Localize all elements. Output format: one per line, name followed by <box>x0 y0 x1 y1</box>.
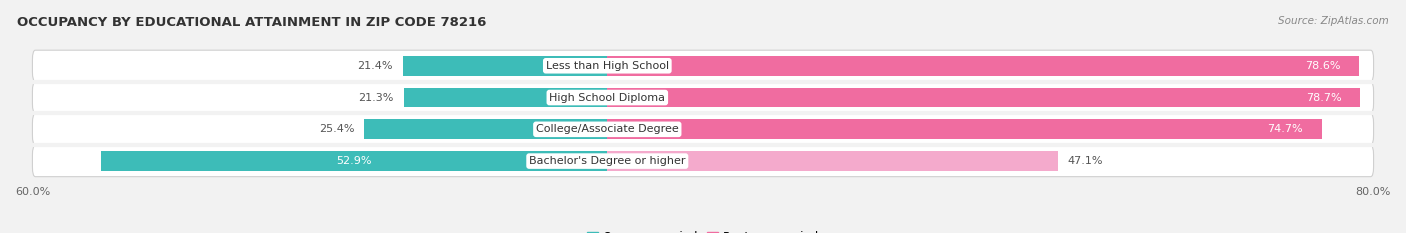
Bar <box>607 88 1361 107</box>
Bar <box>101 151 607 171</box>
Bar <box>402 56 607 76</box>
Text: College/Associate Degree: College/Associate Degree <box>536 124 679 134</box>
Bar <box>607 151 1057 171</box>
Text: OCCUPANCY BY EDUCATIONAL ATTAINMENT IN ZIP CODE 78216: OCCUPANCY BY EDUCATIONAL ATTAINMENT IN Z… <box>17 16 486 29</box>
Legend: Owner-occupied, Renter-occupied: Owner-occupied, Renter-occupied <box>582 226 824 233</box>
Bar <box>364 120 607 139</box>
FancyBboxPatch shape <box>32 50 1374 81</box>
Bar <box>404 88 607 107</box>
Text: 21.4%: 21.4% <box>357 61 392 71</box>
Text: Bachelor's Degree or higher: Bachelor's Degree or higher <box>529 156 686 166</box>
Text: 78.7%: 78.7% <box>1306 93 1341 103</box>
Text: 78.6%: 78.6% <box>1305 61 1340 71</box>
Bar <box>607 56 1360 76</box>
Text: Less than High School: Less than High School <box>546 61 669 71</box>
FancyBboxPatch shape <box>32 114 1374 145</box>
FancyBboxPatch shape <box>32 82 1374 113</box>
Text: 47.1%: 47.1% <box>1067 156 1104 166</box>
FancyBboxPatch shape <box>32 146 1374 177</box>
Text: 52.9%: 52.9% <box>336 156 373 166</box>
Bar <box>607 120 1322 139</box>
Text: 21.3%: 21.3% <box>359 93 394 103</box>
Text: High School Diploma: High School Diploma <box>550 93 665 103</box>
Text: Source: ZipAtlas.com: Source: ZipAtlas.com <box>1278 16 1389 26</box>
Text: 74.7%: 74.7% <box>1267 124 1303 134</box>
Text: 25.4%: 25.4% <box>319 124 354 134</box>
